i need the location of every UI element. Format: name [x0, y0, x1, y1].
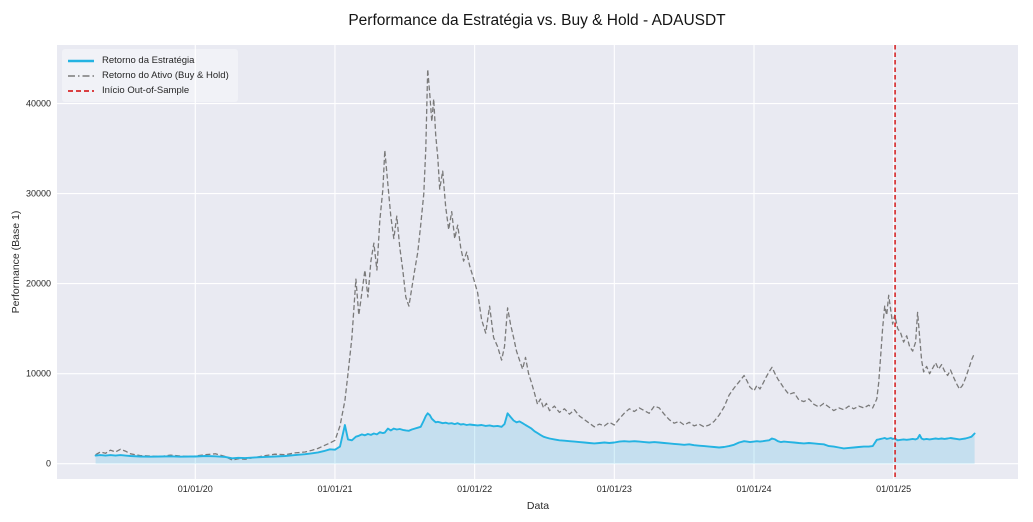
- strategy-line-swatch-icon: [68, 59, 94, 62]
- strategy-area: [95, 413, 975, 464]
- x-tick-label: 01/01/23: [597, 484, 632, 494]
- legend-label-buyhold: Retorno do Ativo (Buy & Hold): [102, 70, 229, 81]
- oos-line-swatch-icon: [68, 89, 94, 92]
- x-axis-label: Data: [526, 500, 550, 512]
- x-tick-label: 01/01/24: [736, 484, 771, 494]
- legend-item-oos: Início Out-of-Sample: [68, 84, 229, 97]
- x-tick-label: 01/01/22: [457, 484, 492, 494]
- x-tick-label: 01/01/21: [317, 484, 352, 494]
- legend-label-oos: Início Out-of-Sample: [102, 85, 190, 96]
- legend: Retorno da Estratégia Retorno do Ativo (…: [62, 49, 238, 102]
- x-tick-label: 01/01/20: [178, 484, 213, 494]
- buyhold-line-swatch-icon: [68, 74, 94, 77]
- y-axis-label: Performance (Base 1): [10, 210, 22, 314]
- y-tick-label: 20000: [26, 279, 51, 289]
- legend-item-strategy: Retorno da Estratégia: [68, 54, 229, 67]
- buyhold-line: [95, 68, 976, 461]
- chart-title: Performance da Estratégia vs. Buy & Hold…: [348, 12, 726, 29]
- y-tick-label: 40000: [26, 99, 51, 109]
- legend-label-strategy: Retorno da Estratégia: [102, 55, 195, 66]
- y-tick-label: 10000: [26, 369, 51, 379]
- strategy-line: [94, 412, 976, 460]
- legend-item-buyhold: Retorno do Ativo (Buy & Hold): [68, 69, 229, 82]
- y-tick-label: 30000: [26, 189, 51, 199]
- x-tick-label: 01/01/25: [876, 484, 911, 494]
- y-tick-label: 0: [46, 459, 51, 469]
- plot-area: [57, 45, 1018, 479]
